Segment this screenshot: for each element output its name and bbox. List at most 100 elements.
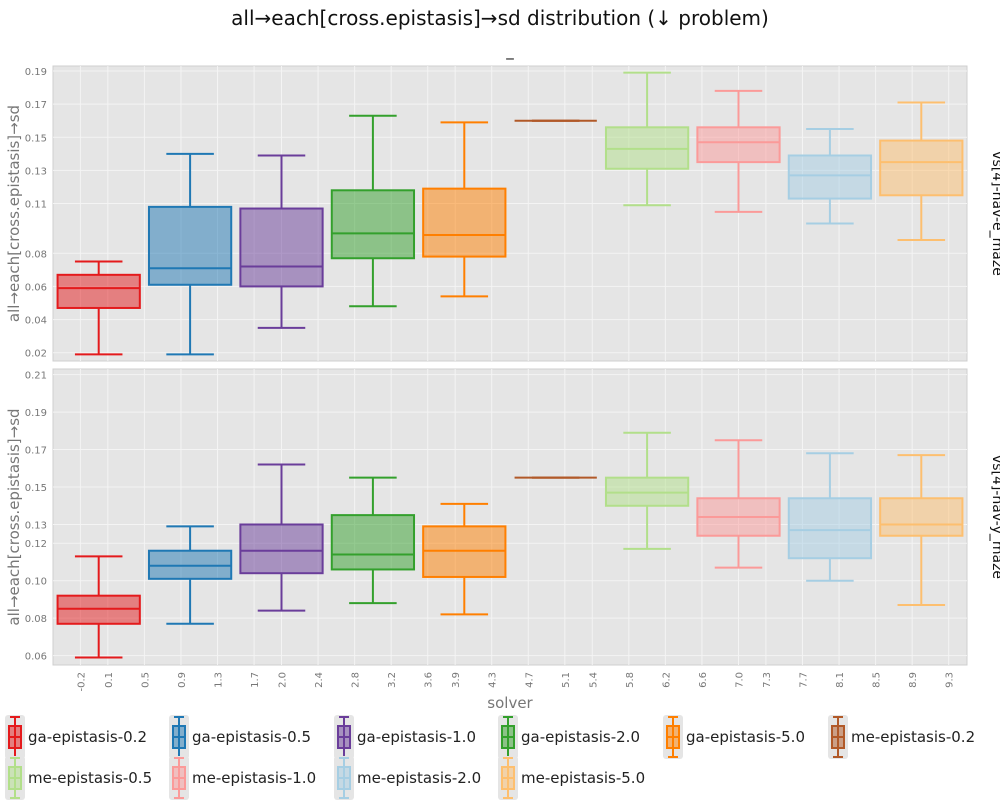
- y-axis-title: all→each[cross.epistasis]→sd: [5, 105, 23, 322]
- legend-item-me-epistasis-1.0: me-epistasis-1.0: [169, 756, 316, 800]
- legend-item-ga-epistasis-2.0: ga-epistasis-2.0: [498, 715, 640, 759]
- chart-subtitle: _: [505, 42, 514, 61]
- chart-title: all→each[cross.epistasis]→sd distributio…: [231, 6, 769, 30]
- y-tick-label: 0.06: [25, 282, 47, 293]
- y-tick-label: 0.06: [25, 652, 47, 663]
- legend-item-me-epistasis-0.5: me-epistasis-0.5: [5, 756, 152, 800]
- legend-label: me-epistasis-0.5: [28, 769, 152, 787]
- x-tick-label: 8.1: [835, 672, 846, 688]
- box-me-epistasis-2.0: [787, 127, 873, 225]
- y-tick-label: 0.19: [25, 408, 47, 419]
- x-tick-label: 1.3: [214, 672, 225, 688]
- box-ga-epistasis-0.5: [147, 525, 233, 625]
- box-iqr: [330, 514, 416, 571]
- x-tick-label: 7.0: [735, 672, 746, 688]
- legend-item-ga-epistasis-0.2: ga-epistasis-0.2: [5, 715, 147, 759]
- y-tick-label: 0.17: [25, 446, 47, 457]
- y-tick-label: 0.13: [25, 520, 47, 531]
- x-tick-label: 2.4: [314, 672, 325, 688]
- box-me-epistasis-1.0: [696, 439, 781, 569]
- legend-label: me-epistasis-5.0: [521, 769, 645, 787]
- x-tick-label: 5.1: [561, 672, 572, 688]
- box-iqr: [696, 126, 781, 164]
- y-tick-label: 0.17: [25, 100, 47, 111]
- y-tick-label: 0.02: [25, 349, 47, 360]
- x-tick-label: -0.2: [76, 672, 87, 692]
- x-tick-label: 5.8: [625, 672, 636, 688]
- y-tick-label: 0.15: [25, 133, 47, 144]
- x-tick-label: 7.7: [798, 672, 809, 688]
- box-iqr: [787, 154, 873, 200]
- box-ga-epistasis-1.0: [239, 463, 324, 612]
- y-axis-title: all→each[cross.epistasis]→sd: [5, 408, 23, 625]
- y-tick-label: 0.15: [25, 483, 47, 494]
- box-iqr: [56, 273, 141, 309]
- box-iqr: [330, 189, 416, 260]
- facet-label: vs[4]-nav-y_maze: [989, 455, 1000, 579]
- legend-item-ga-epistasis-5.0: ga-epistasis-5.0: [663, 715, 805, 759]
- x-tick-label: 4.7: [524, 672, 535, 688]
- legend-label: ga-epistasis-0.2: [28, 728, 147, 746]
- x-tick-label: 3.9: [451, 672, 462, 688]
- x-tick-label: 2.8: [351, 672, 362, 688]
- box-ga-epistasis-5.0: [422, 502, 507, 616]
- box-me-epistasis-0.5: [604, 71, 690, 207]
- legend-item-ga-epistasis-1.0: ga-epistasis-1.0: [334, 715, 476, 759]
- box-me-epistasis-5.0: [879, 101, 964, 242]
- x-tick-label: 8.9: [908, 672, 919, 688]
- x-tick-label: 2.0: [278, 672, 289, 688]
- legend-item-me-epistasis-5.0: me-epistasis-5.0: [498, 756, 645, 800]
- x-tick-label: 8.5: [872, 672, 883, 688]
- x-tick-label: 0.5: [140, 672, 151, 688]
- box-ga-epistasis-2.0: [330, 476, 416, 605]
- y-tick-label: 0.04: [25, 316, 47, 327]
- y-tick-label: 0.19: [25, 67, 47, 78]
- box-iqr: [239, 523, 324, 575]
- box-ga-epistasis-0.2: [56, 555, 141, 659]
- legend-label: me-epistasis-0.2: [851, 728, 975, 746]
- box-iqr: [879, 497, 964, 537]
- box-iqr: [422, 187, 507, 258]
- legend-label: ga-epistasis-1.0: [357, 728, 476, 746]
- y-tick-label: 0.11: [25, 200, 47, 211]
- x-tick-label: 6.6: [698, 672, 709, 688]
- y-tick-label: 0.13: [25, 166, 47, 177]
- legend-item-me-epistasis-0.2: me-epistasis-0.2: [828, 715, 975, 759]
- legend-item-me-epistasis-2.0: me-epistasis-2.0: [334, 756, 481, 800]
- box-iqr: [787, 497, 873, 560]
- y-tick-label: 0.08: [25, 614, 47, 625]
- legend-label: ga-epistasis-0.5: [192, 728, 311, 746]
- x-tick-label: 9.3: [945, 672, 956, 688]
- box-iqr: [239, 207, 324, 288]
- x-tick-label: 3.6: [424, 672, 435, 688]
- box-ga-epistasis-0.2: [56, 260, 141, 356]
- facet-label: vs[4]-nav-e_maze: [989, 151, 1000, 276]
- box-me-epistasis-2.0: [787, 452, 873, 582]
- x-tick-label: 0.9: [177, 672, 188, 688]
- box-iqr: [879, 139, 964, 197]
- legend-label: ga-epistasis-5.0: [686, 728, 805, 746]
- x-axis-title: solver: [487, 694, 533, 712]
- legend-label: me-epistasis-2.0: [357, 769, 481, 787]
- y-tick-label: 0.21: [25, 371, 47, 382]
- x-tick-label: 6.2: [661, 672, 672, 688]
- box-ga-epistasis-2.0: [330, 114, 416, 308]
- legend-label: ga-epistasis-2.0: [521, 728, 640, 746]
- x-tick-label: 7.3: [762, 672, 773, 688]
- box-iqr: [147, 205, 233, 286]
- legend-label: me-epistasis-1.0: [192, 769, 316, 787]
- legend-item-ga-epistasis-0.5: ga-epistasis-0.5: [169, 715, 311, 759]
- box-ga-epistasis-5.0: [422, 121, 507, 298]
- y-tick-label: 0.12: [25, 539, 47, 550]
- x-tick-label: 3.2: [387, 672, 398, 688]
- box-ga-epistasis-0.5: [147, 152, 233, 356]
- x-tick-label: 0.1: [104, 672, 115, 688]
- y-tick-label: 0.08: [25, 249, 47, 260]
- x-tick-label: 5.4: [588, 672, 599, 688]
- x-tick-label: 4.3: [488, 672, 499, 688]
- box-ga-epistasis-1.0: [239, 154, 324, 329]
- box-me-epistasis-5.0: [879, 454, 964, 607]
- y-tick-label: 0.10: [25, 577, 47, 588]
- box-me-epistasis-0.5: [604, 431, 690, 550]
